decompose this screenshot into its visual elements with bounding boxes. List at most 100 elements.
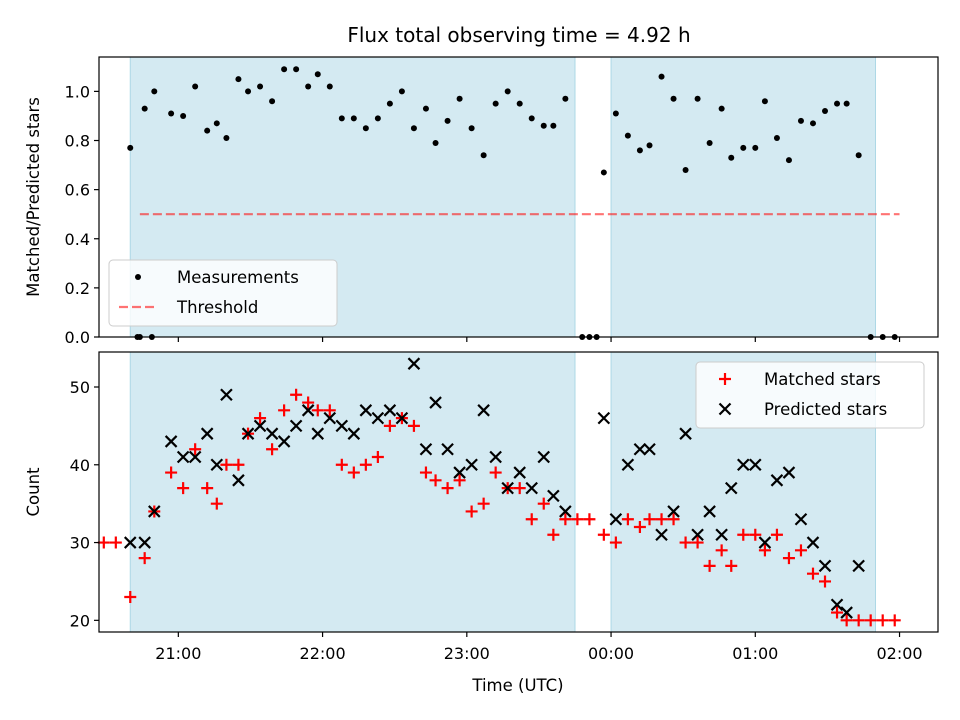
point-measurements-6 — [168, 110, 175, 117]
plot-frame-top — [98, 56, 939, 338]
legend-label-top-0: Measurements — [177, 268, 299, 287]
point-predicted-stars-55 — [794, 512, 808, 526]
point-predicted-stars-36 — [547, 489, 560, 503]
point-matched-stars-63 — [840, 614, 853, 627]
point-predicted-stars-4 — [176, 450, 190, 464]
legend-box-top — [108, 259, 338, 327]
point-predicted-stars-49 — [724, 481, 738, 495]
legend-marker-bottom-1 — [718, 402, 732, 416]
point-predicted-stars-22 — [383, 404, 397, 417]
point-predicted-stars-45 — [679, 427, 692, 440]
point-measurements-45 — [612, 110, 619, 117]
point-measurements-26 — [398, 88, 405, 95]
point-measurements-64 — [834, 100, 841, 107]
xtick-label-0: 21:00 — [155, 644, 201, 663]
point-predicted-stars-24 — [407, 357, 421, 370]
point-matched-stars-55 — [749, 528, 762, 541]
point-predicted-stars-48 — [715, 528, 728, 542]
point-predicted-stars-2 — [148, 505, 161, 518]
legend-label-bottom-0: Matched stars — [764, 370, 881, 389]
point-predicted-stars-18 — [335, 419, 349, 433]
point-matched-stars-28 — [429, 474, 442, 487]
point-predicted-stars-41 — [633, 442, 647, 456]
point-measurements-7 — [180, 112, 187, 119]
point-measurements-34 — [492, 100, 499, 107]
point-measurements-29 — [432, 139, 439, 146]
point-measurements-65 — [843, 100, 850, 107]
point-predicted-stars-30 — [477, 404, 490, 417]
point-matched-stars-20 — [335, 458, 348, 471]
point-matched-stars-2 — [124, 591, 137, 603]
point-matched-stars-11 — [232, 458, 245, 471]
point-measurements-3 — [127, 144, 134, 151]
point-measurements-28 — [422, 105, 429, 112]
point-measurements-30 — [444, 117, 451, 124]
y-axis-label-bottom: Count — [24, 467, 43, 517]
point-matched-stars-16 — [290, 388, 303, 401]
top-panel-matched-ratio: 0.0 0.2 0.4 0.6 0.8 1.0 Matched/Predicted star… — [24, 56, 939, 347]
point-measurements-9 — [204, 127, 211, 134]
ytick-label-top-5: 1.0 — [65, 82, 90, 101]
point-predicted-stars-26 — [429, 396, 442, 409]
point-measurements-36 — [516, 100, 523, 107]
point-matched-stars-61 — [819, 575, 832, 588]
point-measurements-58 — [761, 98, 768, 105]
point-predicted-stars-43 — [655, 528, 668, 542]
point-matched-stars-59 — [794, 544, 807, 557]
point-matched-stars-23 — [371, 451, 384, 463]
bottom-panel-counts: 20 30 40 50 21:00 22:00 23:00 00:00 01:00 02:00 Co… — [24, 351, 939, 663]
point-predicted-stars-14 — [289, 419, 303, 433]
point-matched-stars-22 — [359, 458, 372, 471]
point-matched-stars-7 — [189, 443, 202, 456]
point-measurements-50 — [670, 95, 677, 102]
point-matched-stars-37 — [537, 497, 550, 510]
xtick-label-5: 02:00 — [876, 644, 922, 663]
point-predicted-stars-5 — [188, 450, 202, 464]
point-measurements-11 — [223, 135, 230, 142]
point-matched-stars-29 — [441, 482, 454, 495]
point-measurements-10 — [213, 120, 220, 127]
point-matched-stars-50 — [691, 536, 704, 549]
point-matched-stars-17 — [302, 396, 315, 409]
point-matched-stars-47 — [655, 513, 668, 526]
point-measurements-56 — [740, 144, 747, 151]
legend-marker-bottom-0 — [719, 373, 731, 385]
point-measurements-12 — [235, 76, 242, 83]
point-predicted-stars-35 — [537, 450, 551, 464]
point-predicted-stars-60 — [852, 559, 865, 573]
point-measurements-20 — [326, 83, 333, 90]
legend-top: Measurements Threshold — [108, 259, 338, 327]
point-predicted-stars-17 — [323, 411, 337, 425]
point-predicted-stars-27 — [441, 442, 454, 456]
ytick-label-bottom-3: 50 — [70, 378, 90, 397]
point-predicted-stars-21 — [371, 411, 385, 425]
point-measurements-35 — [504, 88, 511, 95]
point-predicted-stars-42 — [643, 442, 656, 456]
point-matched-stars-42 — [597, 528, 610, 541]
ytick-label-bottom-1: 30 — [70, 534, 90, 553]
ytick-label-bottom-0: 20 — [70, 611, 90, 630]
point-matched-stars-43 — [609, 536, 622, 549]
point-measurements-8 — [192, 83, 199, 90]
point-matched-stars-65 — [864, 614, 877, 627]
chart-title: Flux total observing time = 4.92 h — [347, 23, 690, 47]
point-matched-stars-0 — [97, 536, 110, 549]
point-matched-stars-48 — [667, 513, 680, 526]
point-predicted-stars-25 — [419, 442, 433, 456]
point-measurements-24 — [374, 115, 381, 122]
point-measurements-46 — [624, 132, 631, 139]
point-measurements-13 — [245, 88, 252, 95]
point-measurements-27 — [410, 125, 417, 132]
point-matched-stars-64 — [852, 614, 865, 627]
point-predicted-stars-54 — [782, 466, 796, 479]
ytick-label-top-1: 0.2 — [65, 279, 90, 298]
point-predicted-stars-59 — [840, 606, 853, 619]
point-predicted-stars-8 — [220, 388, 233, 402]
point-matched-stars-24 — [383, 419, 396, 432]
legend-label-bottom-1: Predicted stars — [764, 400, 887, 419]
point-matched-stars-26 — [407, 419, 420, 432]
point-measurements-47 — [636, 147, 643, 154]
point-matched-stars-52 — [715, 544, 728, 557]
ytick-label-top-3: 0.6 — [65, 181, 90, 200]
point-matched-stars-56 — [758, 544, 771, 557]
